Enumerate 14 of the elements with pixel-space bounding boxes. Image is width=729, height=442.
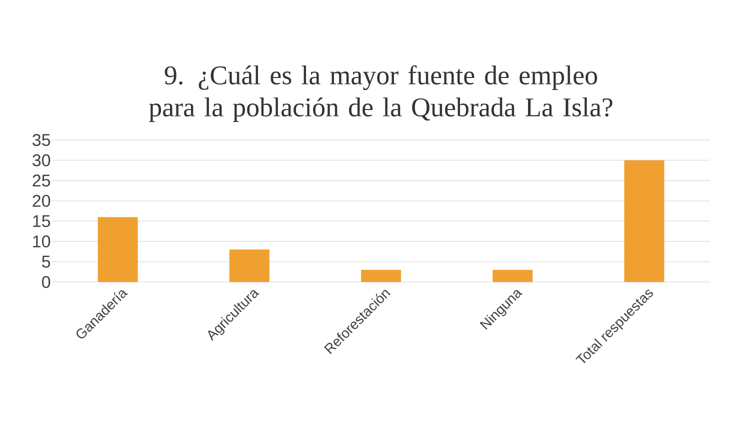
- chart-title: 9. ¿Cuál es la mayor fuente de empleo para la población de la Quebrada La Isla?: [149, 65, 612, 122]
- bar: [492, 270, 533, 282]
- bar: [361, 270, 401, 282]
- bar: [98, 217, 138, 282]
- y-tick-label: 0: [42, 276, 50, 288]
- y-tick-label: 30: [32, 154, 50, 166]
- y-tick-label: 25: [32, 174, 50, 187]
- y-tick-label: 20: [32, 194, 50, 207]
- y-tick-label: 35: [32, 134, 50, 146]
- y-tick-label: 15: [33, 215, 50, 228]
- y-tick-label: 5: [42, 256, 50, 268]
- bar: [624, 160, 664, 282]
- bar: [229, 250, 270, 282]
- y-tick-label: 10: [33, 235, 50, 248]
